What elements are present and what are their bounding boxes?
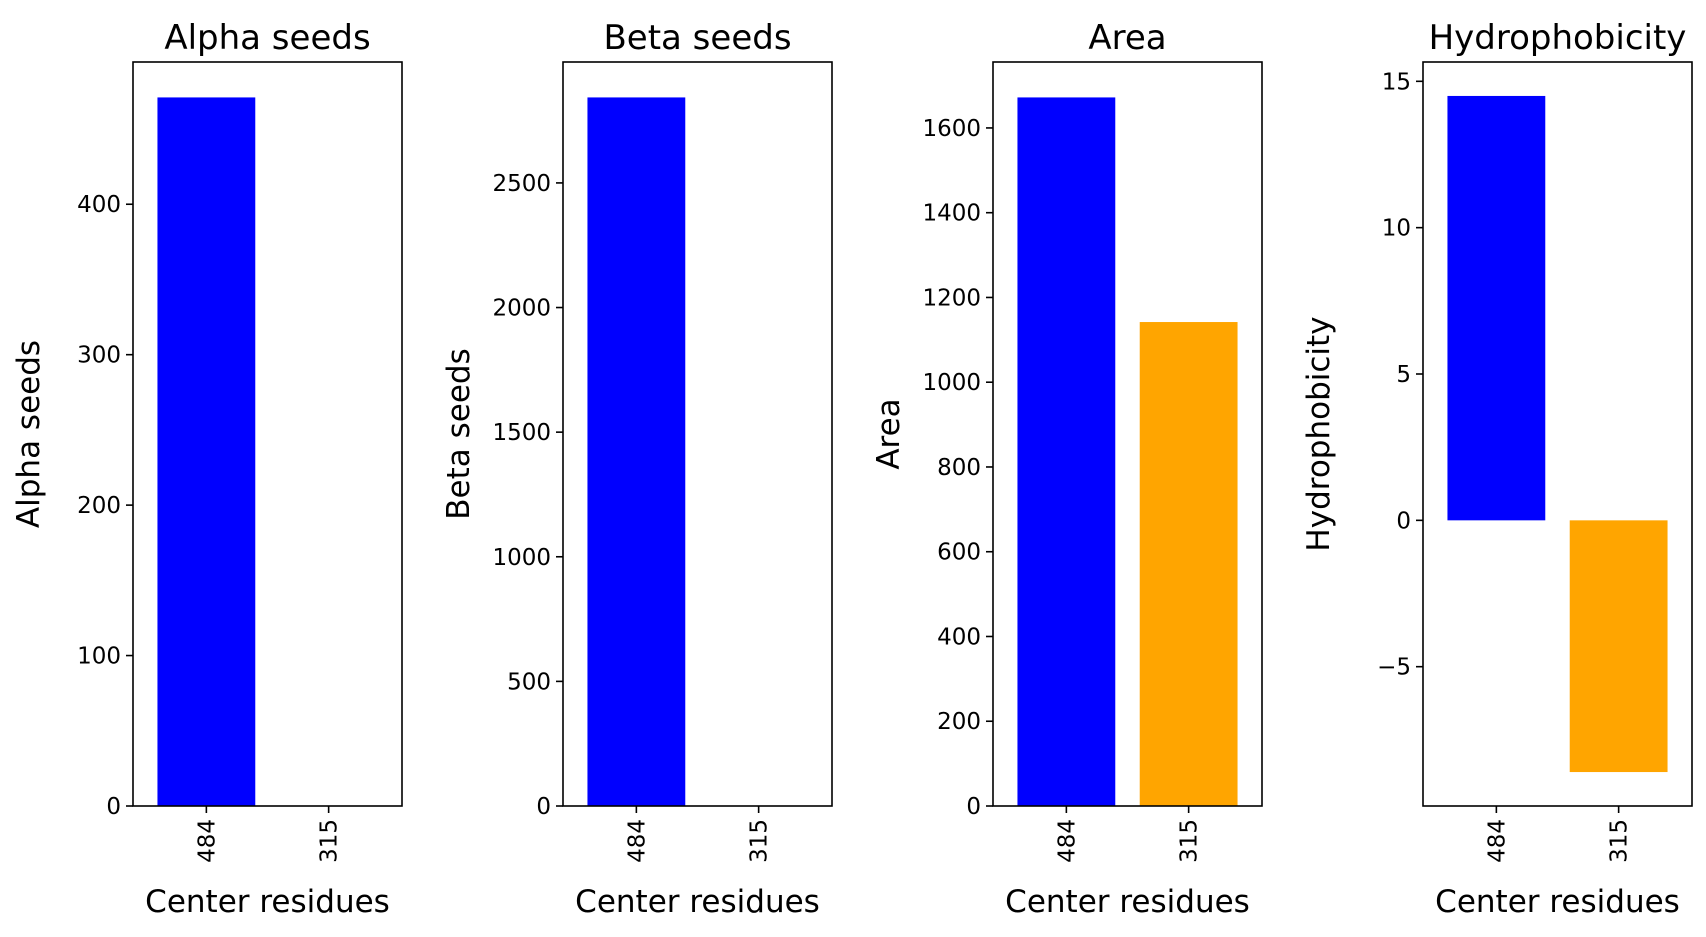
chart-title: Beta seeds (603, 18, 791, 58)
y-tick-label: 1600 (922, 116, 981, 142)
x-tick-label: 484 (1484, 819, 1510, 863)
y-tick-label: 200 (77, 493, 121, 519)
y-tick-label: 15 (1382, 69, 1411, 95)
y-axis-label: Hydrophobicity (1301, 316, 1337, 551)
y-tick-label: 1000 (922, 370, 981, 396)
chart-title: Alpha seeds (164, 18, 370, 58)
x-axis-label: Center residues (145, 884, 390, 920)
y-tick-label: 800 (937, 455, 981, 481)
bar (1017, 97, 1116, 806)
y-tick-label: 5 (1396, 362, 1411, 388)
chart-title: Area (1088, 18, 1166, 58)
chart-panel: Hydrophobicity Center residues Hydrophob… (1301, 18, 1693, 920)
y-tick-label: 0 (106, 794, 121, 820)
x-tick-label: 315 (1607, 819, 1633, 863)
axes-frame (992, 61, 1263, 807)
x-tick-label: 315 (317, 819, 343, 863)
y-tick-label: −5 (1377, 655, 1411, 681)
x-axis-label: Center residues (1005, 884, 1250, 920)
x-axis-label: Center residues (1435, 884, 1680, 920)
chart-title: Hydrophobicity (1429, 18, 1687, 58)
chart-panel: Alpha seeds Center residues Alpha seeds … (11, 18, 403, 920)
y-tick-label: 600 (937, 540, 981, 566)
chart-panel: Beta seeds Center residues Beta seeds 0 5… (441, 18, 833, 920)
y-tick-label: 300 (77, 343, 121, 369)
y-tick-label: 1000 (492, 545, 551, 571)
y-tick-label: 2500 (492, 171, 551, 197)
y-tick-label: 2000 (492, 296, 551, 322)
x-axis-label: Center residues (575, 884, 820, 920)
y-tick-label: 0 (536, 794, 551, 820)
y-tick-label: 400 (77, 192, 121, 218)
y-tick-label: 0 (966, 794, 981, 820)
axes-frame (132, 61, 403, 807)
y-tick-label: 1500 (492, 420, 551, 446)
bar (587, 97, 686, 806)
y-tick-label: 1200 (922, 285, 981, 311)
y-tick-label: 0 (1396, 508, 1411, 534)
y-tick-label: 1400 (922, 201, 981, 227)
x-tick-label: 484 (194, 819, 220, 863)
chart-panel: Area Center residues Area 0 200 400 600 800 1… (871, 18, 1263, 920)
y-tick-label: 500 (507, 669, 551, 695)
y-axis-label: Area (871, 398, 907, 469)
bar (1447, 95, 1546, 521)
y-tick-label: 400 (937, 624, 981, 650)
x-tick-label: 484 (1054, 819, 1080, 863)
bar (157, 97, 256, 806)
x-tick-label: 315 (747, 819, 773, 863)
y-axis-label: Beta seeds (441, 348, 477, 519)
x-tick-label: 484 (624, 819, 650, 863)
y-tick-label: 10 (1382, 216, 1411, 242)
y-axis-label: Alpha seeds (11, 340, 47, 528)
x-tick-label: 315 (1177, 819, 1203, 863)
y-tick-label: 200 (937, 709, 981, 735)
y-tick-label: 100 (77, 644, 121, 670)
axes-frame (1422, 61, 1693, 807)
bar (1569, 520, 1668, 773)
bar (1139, 322, 1238, 806)
axes-frame (562, 61, 833, 807)
